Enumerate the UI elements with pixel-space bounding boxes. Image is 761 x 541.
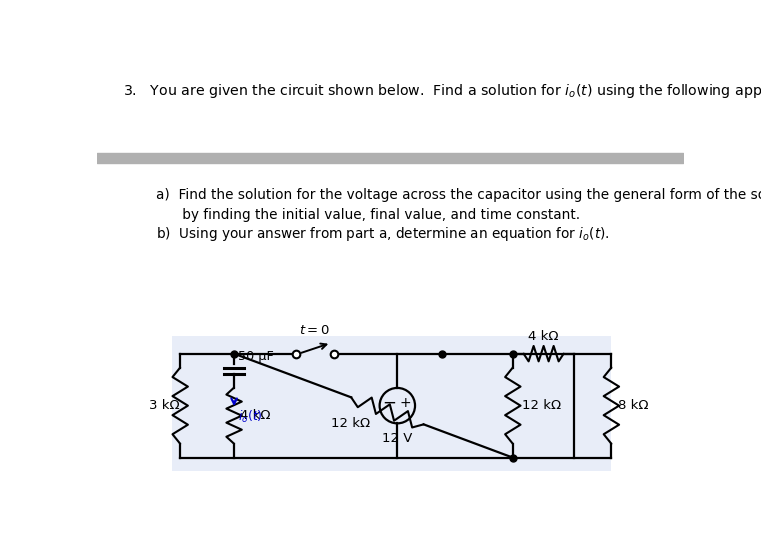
- Text: 12 V: 12 V: [382, 432, 412, 445]
- Text: 12 kΩ: 12 kΩ: [331, 417, 371, 430]
- Text: 4 kΩ: 4 kΩ: [240, 409, 271, 422]
- Text: a)  Find the solution for the voltage across the capacitor using the general for: a) Find the solution for the voltage acr…: [155, 188, 761, 222]
- Text: b)  Using your answer from part a, determine an equation for $i_o(t)$.: b) Using your answer from part a, determ…: [155, 225, 610, 243]
- Text: +: +: [400, 395, 411, 410]
- Text: −: −: [383, 393, 396, 412]
- Text: 3.   You are given the circuit shown below.  Find a solution for $i_o(t)$ using : 3. You are given the circuit shown below…: [123, 82, 761, 100]
- Text: 4 kΩ: 4 kΩ: [528, 330, 559, 343]
- Text: 12 kΩ: 12 kΩ: [522, 399, 561, 412]
- Text: 50 μF: 50 μF: [238, 350, 274, 363]
- Text: 3 kΩ: 3 kΩ: [149, 399, 180, 412]
- Text: 8 kΩ: 8 kΩ: [617, 399, 648, 412]
- Text: $i_o(t)$: $i_o(t)$: [238, 409, 263, 425]
- FancyBboxPatch shape: [173, 336, 611, 471]
- Text: $t = 0$: $t = 0$: [300, 324, 330, 337]
